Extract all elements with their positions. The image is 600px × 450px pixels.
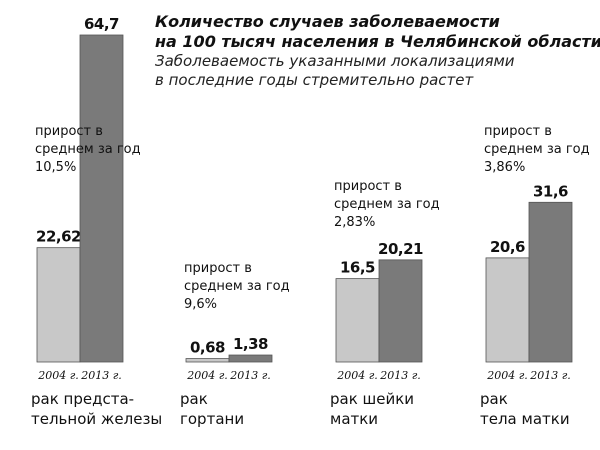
chart-subtitle-line-2: в последние годы стремительно растет — [155, 71, 474, 89]
growth-annotation-line: прирост в — [484, 124, 552, 139]
bar-value-label: 20,6 — [490, 238, 525, 256]
growth-annotation-line: среднем за год — [334, 197, 440, 212]
category-label-line: матки — [330, 410, 378, 428]
growth-annotation-line: прирост в — [334, 179, 402, 194]
growth-annotation-line: 2,83% — [334, 215, 375, 230]
growth-annotation-line: среднем за год — [184, 279, 290, 294]
bar-value-label: 31,6 — [533, 182, 568, 200]
category-label-line: тельной железы — [31, 410, 162, 428]
year-tick-label: 2013 г. — [379, 369, 421, 382]
growth-annotation-line: прирост в — [35, 124, 103, 139]
growth-annotation-line: 9,6% — [184, 297, 217, 312]
year-tick-label: 2013 г. — [80, 369, 122, 382]
year-tick-label: 2013 г. — [229, 369, 271, 382]
growth-annotation-line: прирост в — [184, 261, 252, 276]
bar-value-label: 0,68 — [190, 339, 225, 357]
chart-header: Количество случаев заболеваемости на 100… — [155, 12, 600, 90]
chart-subtitle-line-1: Заболеваемость указанными локализациями — [155, 52, 515, 70]
growth-annotation-line: 3,86% — [484, 160, 525, 175]
year-tick-label: 2004 г. — [37, 369, 79, 382]
bar-value-label: 1,38 — [233, 335, 268, 353]
bar-value-label: 64,7 — [84, 15, 119, 33]
growth-annotation-line: среднем за год — [35, 142, 141, 157]
bar-value-label: 20,21 — [378, 240, 423, 258]
bar-2004-2 — [335, 278, 380, 363]
bar-2013-2 — [378, 259, 423, 363]
category-label-line: рак — [480, 390, 508, 408]
bar-2004-3 — [485, 257, 530, 363]
bar-2004-0 — [36, 247, 81, 363]
category-label-line: гортани — [180, 410, 244, 428]
bar-value-label: 16,5 — [340, 259, 375, 277]
growth-annotation-line: 10,5% — [35, 160, 76, 175]
bar-2013-3 — [528, 201, 573, 363]
bar-2013-1 — [228, 354, 273, 363]
bar-2004-1 — [185, 358, 230, 363]
year-tick-label: 2004 г. — [186, 369, 228, 382]
category-label-line: рак предста- — [31, 390, 134, 408]
bar-2013-0 — [79, 34, 124, 363]
category-label-line: рак — [180, 390, 208, 408]
year-tick-label: 2004 г. — [336, 369, 378, 382]
bar-value-label: 22,62 — [36, 228, 81, 246]
growth-annotation-line: среднем за год — [484, 142, 590, 157]
chart-title-line-2: на 100 тысяч населения в Челябинской обл… — [155, 32, 600, 51]
category-label-line: тела матки — [480, 410, 570, 428]
category-label-line: рак шейки — [330, 390, 414, 408]
chart-title-line-1: Количество случаев заболеваемости — [155, 12, 500, 31]
year-tick-label: 2013 г. — [529, 369, 571, 382]
year-tick-label: 2004 г. — [486, 369, 528, 382]
